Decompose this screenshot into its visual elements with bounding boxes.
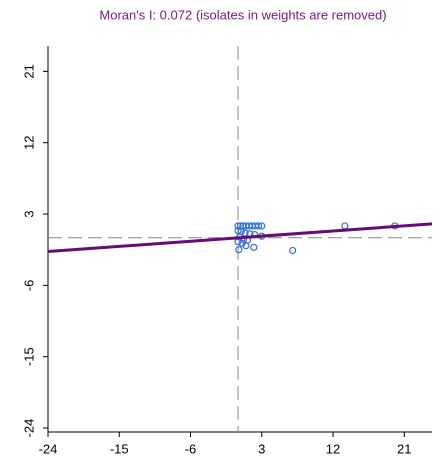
x-tick-label: 21 xyxy=(397,441,411,456)
point xyxy=(234,222,242,230)
regression-line xyxy=(47,222,433,254)
point xyxy=(235,246,243,254)
y-tick-label: -6 xyxy=(21,280,36,292)
y-tick-label: -15 xyxy=(21,347,36,366)
point xyxy=(341,222,349,230)
y-tick-label: 3 xyxy=(21,210,36,217)
x-tick-label: 3 xyxy=(258,441,265,456)
y-tick-label: -24 xyxy=(21,419,36,438)
x-tick-label: -24 xyxy=(39,441,58,456)
point xyxy=(255,222,263,230)
point xyxy=(242,242,250,250)
x-tick-label: -15 xyxy=(110,441,129,456)
point xyxy=(250,243,258,251)
y-tick-label: 21 xyxy=(21,64,36,78)
y-tick-label: 12 xyxy=(21,135,36,149)
x-tick-label: -6 xyxy=(185,441,197,456)
chart-title: Moran's I: 0.072 (isolates in weights ar… xyxy=(99,7,386,22)
point xyxy=(289,246,297,255)
point xyxy=(258,222,266,230)
point xyxy=(234,227,242,235)
x-tick-label: 12 xyxy=(326,441,340,456)
